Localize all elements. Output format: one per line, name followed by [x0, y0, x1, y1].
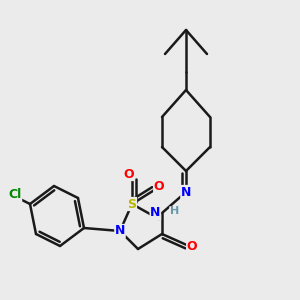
Text: O: O — [124, 167, 134, 181]
Text: H: H — [169, 206, 179, 217]
Text: N: N — [150, 206, 160, 220]
Text: O: O — [154, 179, 164, 193]
Text: Cl: Cl — [8, 188, 22, 202]
Text: O: O — [187, 239, 197, 253]
Text: S: S — [128, 197, 136, 211]
Text: N: N — [115, 224, 125, 238]
Text: N: N — [181, 185, 191, 199]
